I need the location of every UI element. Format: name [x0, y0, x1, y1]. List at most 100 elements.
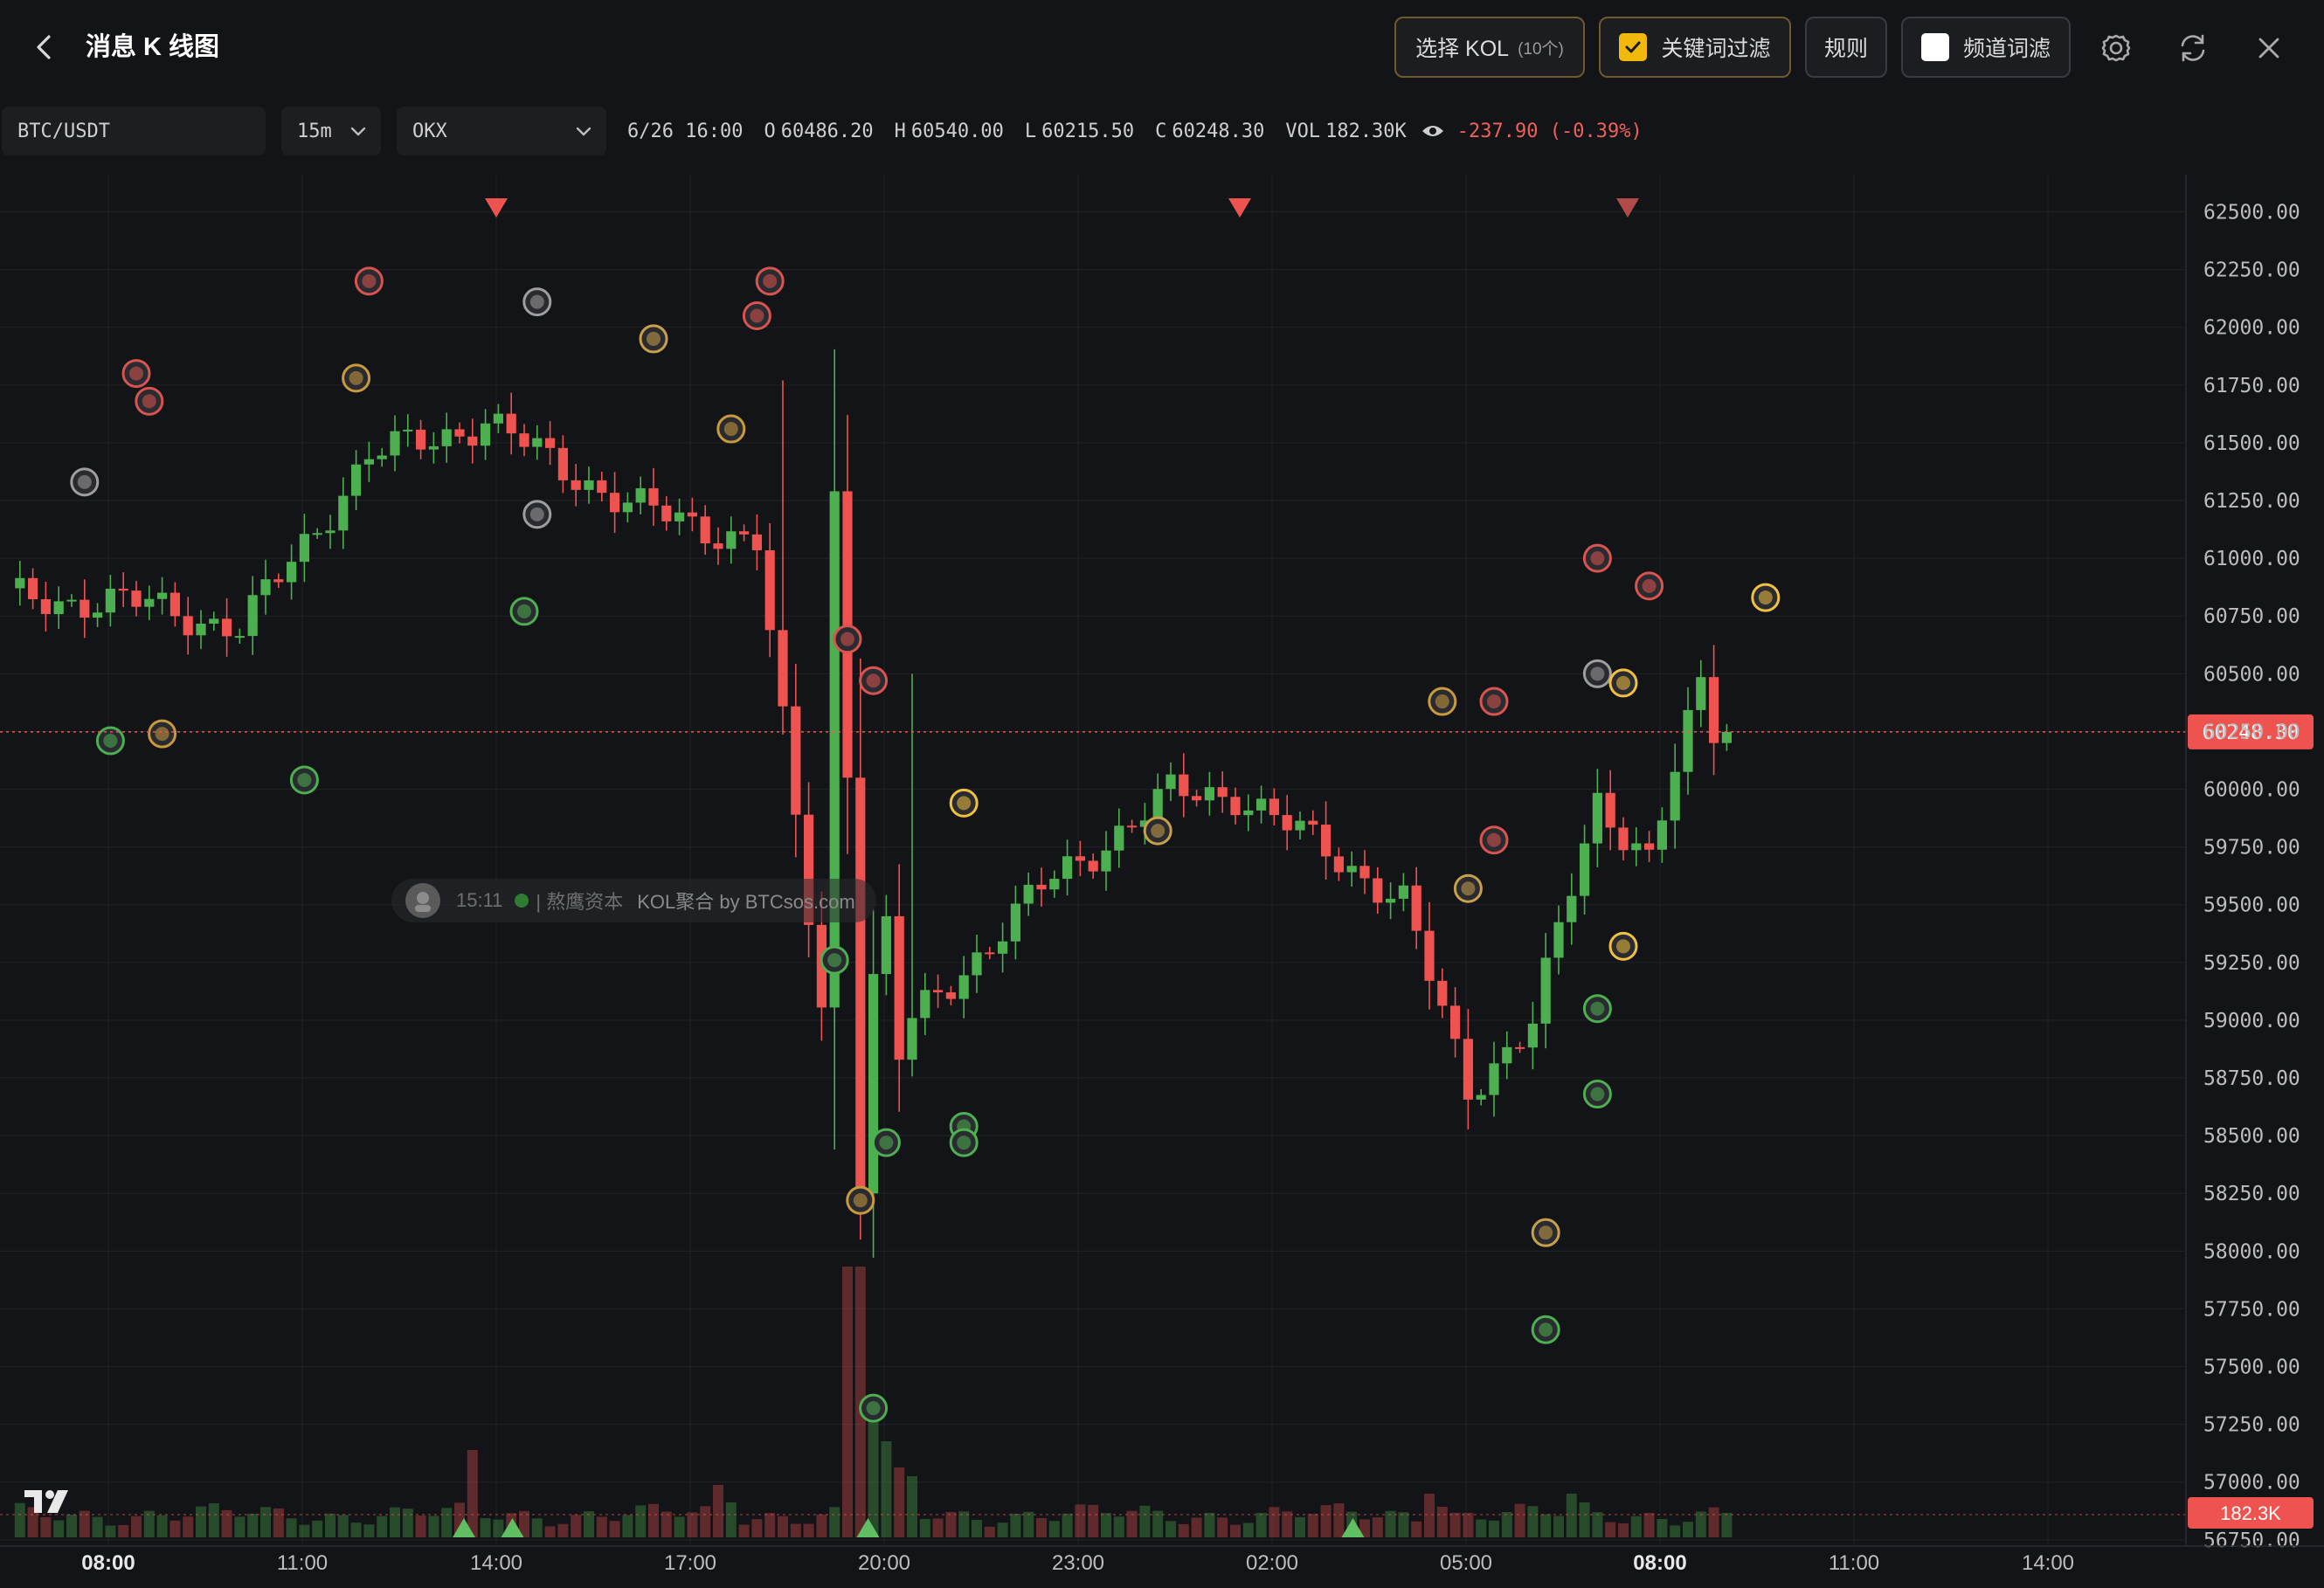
kol-avatar-marker[interactable] [949, 1128, 979, 1157]
checkbox-unchecked-icon[interactable] [1920, 33, 1949, 61]
kol-avatar-marker[interactable] [1635, 571, 1664, 601]
volume-bar [1514, 1503, 1525, 1537]
volume-bar [53, 1520, 65, 1537]
kol-avatar-face [1642, 578, 1657, 593]
volume-bar [1282, 1511, 1293, 1537]
kol-avatar-marker[interactable] [1582, 659, 1612, 688]
interval-selector[interactable]: 15m [281, 107, 381, 155]
y-tick-label: 62250.00 [2203, 259, 2300, 282]
candle-body [1489, 1063, 1499, 1095]
volume-bar [480, 1518, 491, 1537]
candle-body [1165, 774, 1176, 790]
volume-bar [1449, 1512, 1461, 1537]
select-kol-button[interactable]: 选择 KOL (10个) [1394, 17, 1585, 78]
channel-filter-toggle[interactable]: 频道词滤 [1901, 17, 2071, 78]
kol-avatar-face [1616, 675, 1630, 690]
candle-body [751, 534, 762, 550]
kol-avatar-marker[interactable] [522, 500, 552, 529]
symbol-value: BTC/USDT [17, 120, 110, 142]
kol-avatar-marker[interactable] [820, 945, 849, 975]
kol-avatar-marker[interactable] [289, 765, 319, 795]
candle-body [1553, 922, 1564, 958]
exchange-selector[interactable]: OKX [397, 107, 606, 155]
volume-bar [1230, 1524, 1241, 1537]
kol-avatar-marker[interactable] [742, 300, 771, 330]
candle-body [157, 592, 168, 599]
kol-avatar-marker[interactable] [1428, 687, 1457, 716]
kol-avatar-marker[interactable] [509, 597, 539, 626]
refresh-button[interactable] [2171, 26, 2215, 70]
kol-avatar-marker[interactable] [1608, 931, 1638, 961]
kol-avatar-marker[interactable] [1608, 668, 1638, 698]
kol-avatar-marker[interactable] [1479, 825, 1509, 855]
candle-body [1502, 1046, 1512, 1064]
kol-avatar-marker[interactable] [1143, 816, 1172, 846]
close-button[interactable] [2247, 26, 2291, 70]
volume-bar [635, 1505, 647, 1537]
price-axis: 62500.00 62250.00 62000.00 61750.00 61500.00… [2185, 175, 2300, 1552]
kol-avatar-marker[interactable] [871, 1128, 901, 1157]
volume-bar [1643, 1513, 1655, 1537]
keyword-filter-toggle[interactable]: 关键词过滤 [1599, 17, 1791, 78]
keyword-filter-label: 关键词过滤 [1661, 37, 1771, 61]
volume-bar [183, 1516, 194, 1537]
kol-avatar-marker[interactable] [522, 287, 552, 317]
candle-body [855, 777, 866, 1194]
kol-avatar-marker[interactable] [1479, 687, 1509, 716]
kol-avatar-face [866, 673, 881, 688]
rules-button[interactable]: 规则 [1805, 17, 1887, 78]
checkbox-checked-icon[interactable] [1619, 33, 1648, 61]
kol-avatar-marker[interactable] [1531, 1315, 1560, 1344]
kol-avatar-marker[interactable] [755, 266, 785, 296]
kol-avatar-marker[interactable] [1531, 1218, 1560, 1247]
kol-avatar-marker[interactable] [639, 324, 668, 354]
candle-body [287, 562, 297, 583]
back-button[interactable] [26, 28, 61, 66]
kol-avatar-marker[interactable] [846, 1185, 875, 1215]
legend-change: -237.90 (-0.39%) [1456, 120, 1643, 142]
volume-bar [1424, 1494, 1435, 1537]
volume-bar [1075, 1504, 1086, 1537]
kol-avatar-marker[interactable] [342, 363, 371, 393]
volume-bar [932, 1518, 944, 1537]
volume-bar [868, 1406, 879, 1537]
kol-avatar-marker[interactable] [121, 359, 151, 389]
kol-avatar-marker[interactable] [354, 266, 384, 296]
volume-bar [687, 1512, 698, 1537]
kol-avatar-marker[interactable] [1453, 873, 1483, 903]
kol-avatar-marker[interactable] [1751, 583, 1781, 612]
volume-bar [1372, 1517, 1383, 1537]
y-tick-label: 61750.00 [2203, 375, 2300, 397]
kol-avatar-marker[interactable] [859, 666, 889, 695]
kol-avatar-face [77, 474, 92, 489]
volume-bar [247, 1513, 259, 1537]
settings-button[interactable] [2094, 26, 2138, 70]
kol-event-markers[interactable] [70, 266, 1781, 1423]
kol-avatar-marker[interactable] [1582, 1080, 1612, 1109]
candle-body [804, 814, 814, 925]
candle-body [1217, 787, 1228, 797]
kol-avatar-marker[interactable] [859, 1393, 889, 1423]
kol-avatar-marker[interactable] [949, 788, 979, 818]
legend-close: 60248.30 [1172, 120, 1265, 142]
tradingview-logo-icon [24, 1490, 68, 1513]
kol-avatar-marker[interactable] [833, 625, 862, 654]
kol-avatar-marker[interactable] [716, 414, 746, 444]
kol-avatar-face [1539, 1322, 1553, 1337]
volume-bar [350, 1522, 362, 1537]
kol-avatar-marker[interactable] [70, 467, 100, 497]
candle-body [1670, 771, 1680, 821]
volume-bar [1255, 1513, 1267, 1537]
volume-bar [1398, 1512, 1409, 1537]
kol-avatar-marker[interactable] [148, 719, 177, 749]
kol-avatar-marker[interactable] [1582, 543, 1612, 573]
eye-icon[interactable] [1421, 122, 1445, 140]
symbol-selector[interactable]: BTC/USDT [2, 107, 266, 155]
kol-avatar-marker[interactable] [1582, 994, 1612, 1024]
kol-avatar-marker[interactable] [95, 726, 125, 756]
kol-avatar-marker[interactable] [135, 386, 164, 416]
kol-avatar-face [1487, 694, 1501, 709]
volume-bar [1320, 1505, 1331, 1537]
exchange-value: OKX [412, 120, 447, 142]
